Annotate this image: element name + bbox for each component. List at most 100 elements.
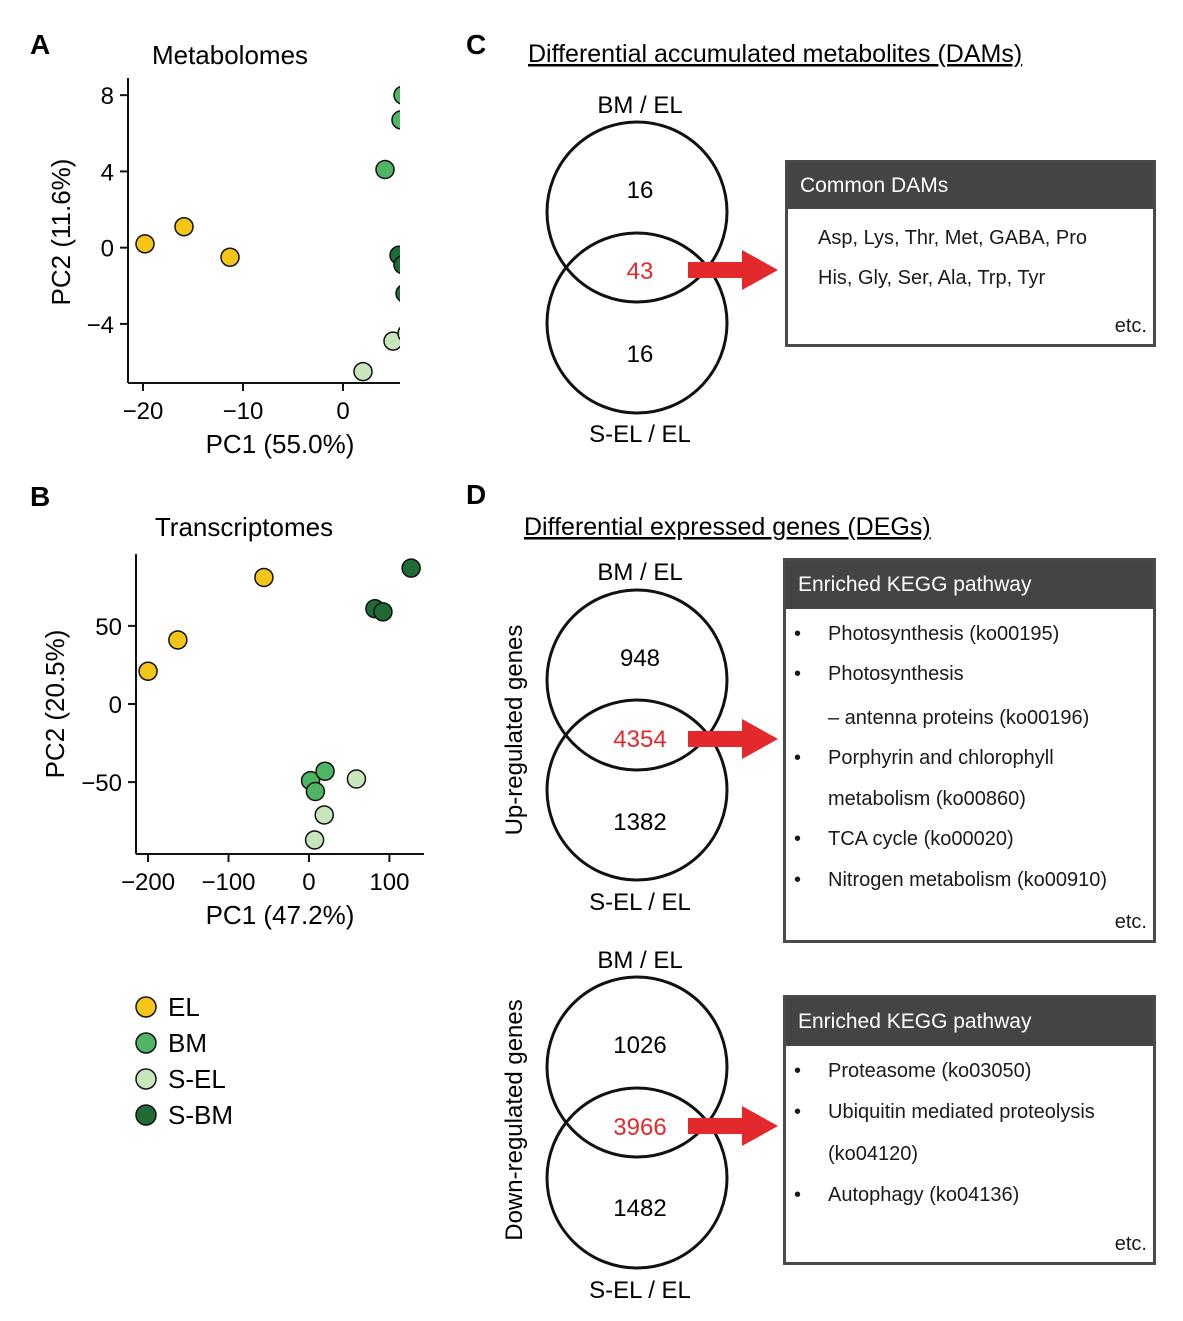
venn-circle-bottom xyxy=(545,1086,729,1270)
axis-ticks: −200 −100 0 100 −50 0 50 xyxy=(81,614,409,896)
metabolomes-figure: A Metabolomes −20 −10 0 −4 0 4 8 PC1 (55.0%) P… xyxy=(30,29,400,459)
x-tick-label: 100 xyxy=(369,869,409,896)
kegg-item-text: Photosynthesis xyxy=(828,663,964,685)
bullet-icon: • xyxy=(794,663,802,685)
box-etc: etc. xyxy=(1114,315,1147,337)
legend: EL BM S-EL S-BM xyxy=(135,992,233,1130)
point-s-el xyxy=(314,805,334,825)
venn-bottom-count: 16 xyxy=(627,341,654,368)
bullet-icon: • xyxy=(794,623,802,645)
kegg-item-text: Nitrogen metabolism (ko00910) xyxy=(828,869,1108,891)
legend-label: BM xyxy=(168,1028,207,1058)
point-el xyxy=(220,247,240,267)
y-axis-label: PC2 (11.6%) xyxy=(46,159,76,306)
venn-top-label: BM / EL xyxy=(597,92,682,119)
y-tick-label: 50 xyxy=(95,614,122,641)
point-bm xyxy=(393,85,400,105)
legend-item-s-bm: S-BM xyxy=(135,1100,233,1130)
common-dams-box: Common DAMs Asp, Lys, Thr, Met, GABA, Pr… xyxy=(785,160,1156,347)
x-tick-label: 0 xyxy=(336,398,349,425)
venn-overlap-count: 3966 xyxy=(613,1114,666,1141)
point-s-el xyxy=(397,326,400,341)
chart-title-transcriptomes: Transcriptomes xyxy=(155,512,333,542)
legend-marker xyxy=(135,1068,157,1090)
venn-diagrams: C Differential accumulated metabolites (… xyxy=(466,29,1022,1304)
legend-label: EL xyxy=(168,992,200,1022)
x-tick-label: −100 xyxy=(201,869,255,896)
panel-label-d: D xyxy=(466,479,486,510)
point-s-bm xyxy=(393,255,400,275)
point-s-el xyxy=(353,361,373,382)
legend-marker xyxy=(135,996,157,1018)
transcriptomes-figure: B Transcriptomes −200 −100 0 100 −50 0 50 PC1 … xyxy=(30,481,424,930)
y-tick-label: 8 xyxy=(101,83,114,110)
down-regulated-label: Down-regulated genes xyxy=(501,999,528,1241)
point-el xyxy=(168,630,188,650)
dam-list-line: Asp, Lys, Thr, Met, GABA, Pro xyxy=(818,227,1087,249)
bullet-icon: • xyxy=(794,1101,802,1123)
legend-item-el: EL xyxy=(135,992,200,1022)
chart-title-metabolomes: Metabolomes xyxy=(152,40,308,70)
legend-label: S-EL xyxy=(168,1064,226,1094)
bullet-icon: • xyxy=(794,828,802,850)
kegg-item-text: Porphyrin and chlorophyll xyxy=(828,747,1054,769)
y-tick-label: 0 xyxy=(101,236,114,263)
venn-top-label: BM / EL xyxy=(597,559,682,586)
point-el xyxy=(254,567,274,588)
y-axis-label: PC2 (20.5%) xyxy=(40,630,70,779)
point-s-el xyxy=(383,331,400,351)
venn-circle-top xyxy=(545,120,729,304)
kegg-item-text: Photosynthesis (ko00195) xyxy=(828,623,1060,645)
point-s-bm xyxy=(395,285,400,302)
venn-bottom-count: 1382 xyxy=(613,809,666,836)
kegg-item-text: – antenna proteins (ko00196) xyxy=(828,707,1090,729)
legend-marker xyxy=(135,1104,157,1126)
venn-circle-bottom xyxy=(545,698,729,882)
bullet-icon: • xyxy=(794,747,802,769)
legend-item-s-el: S-EL xyxy=(135,1064,226,1094)
box-title: Common DAMs xyxy=(788,163,1153,209)
legend-marker xyxy=(135,1032,157,1054)
venn-dams: BM / EL 16 43 16 S-EL / EL xyxy=(545,92,778,448)
point-s-el xyxy=(346,769,367,789)
venn-bottom-count: 1482 xyxy=(613,1195,666,1222)
degs-heading: Differential expressed genes (DEGs) xyxy=(524,513,931,541)
venn-top-label: BM / EL xyxy=(597,947,682,974)
venn-circle-bottom xyxy=(545,231,729,415)
arrow-right-icon xyxy=(688,719,778,759)
panel-label-a: A xyxy=(30,29,50,60)
venn-bottom-label: S-EL / EL xyxy=(589,421,691,448)
venn-top-count: 948 xyxy=(620,645,660,672)
bullet-icon: • xyxy=(794,869,802,891)
venn-bottom-label: S-EL / EL xyxy=(589,889,691,916)
x-tick-label: 0 xyxy=(302,869,315,896)
point-bm xyxy=(375,159,395,180)
venn-up-regulated: BM / EL 948 4354 1382 S-EL / EL xyxy=(545,559,778,916)
kegg-item-text: TCA cycle (ko00020) xyxy=(828,828,1014,850)
legend-item-bm: BM xyxy=(135,1028,207,1058)
x-axis-label: PC1 (55.0%) xyxy=(206,429,355,459)
arrow-right-icon xyxy=(688,1106,778,1146)
axis-ticks: −20 −10 0 −4 0 4 8 xyxy=(87,83,350,425)
kegg-down-box: Enriched KEGG pathway • Proteasome (ko03… xyxy=(783,995,1156,1265)
up-regulated-label: Up-regulated genes xyxy=(501,625,528,836)
bullet-icon: • xyxy=(794,1060,802,1082)
dams-heading: Differential accumulated metabolites (DA… xyxy=(528,40,1022,68)
y-tick-label: −4 xyxy=(87,312,114,339)
y-tick-label: −50 xyxy=(81,770,122,797)
scatter-points xyxy=(135,85,400,382)
y-tick-label: 4 xyxy=(101,159,114,186)
venn-overlap-count: 43 xyxy=(627,258,654,285)
kegg-item-text: metabolism (ko00860) xyxy=(828,788,1026,810)
box-etc: etc. xyxy=(1114,911,1147,933)
panel-label-c: C xyxy=(466,29,486,60)
box-title: Enriched KEGG pathway xyxy=(786,561,1153,609)
x-tick-label: −10 xyxy=(223,398,264,425)
point-s-bm xyxy=(401,558,421,578)
point-bm xyxy=(391,110,400,130)
venn-circle-top xyxy=(545,975,729,1159)
point-el xyxy=(135,234,155,254)
box-title: Enriched KEGG pathway xyxy=(786,998,1153,1046)
arrow-right-icon xyxy=(688,250,778,290)
venn-overlap-count: 4354 xyxy=(613,726,666,753)
